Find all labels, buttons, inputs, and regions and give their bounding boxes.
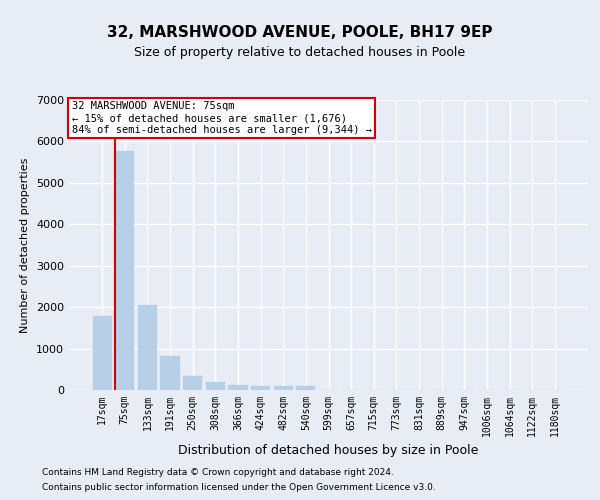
Bar [115, 150, 134, 390]
Bar [206, 382, 225, 390]
Bar [229, 385, 248, 390]
Bar [92, 316, 112, 390]
Bar [138, 304, 157, 390]
Text: Contains public sector information licensed under the Open Government Licence v3: Contains public sector information licen… [42, 483, 436, 492]
X-axis label: Distribution of detached houses by size in Poole: Distribution of detached houses by size … [178, 444, 479, 458]
Y-axis label: Number of detached properties: Number of detached properties [20, 158, 31, 332]
Text: Size of property relative to detached houses in Poole: Size of property relative to detached ho… [134, 46, 466, 59]
Bar [160, 356, 180, 390]
Bar [183, 376, 202, 390]
Text: 32 MARSHWOOD AVENUE: 75sqm
← 15% of detached houses are smaller (1,676)
84% of s: 32 MARSHWOOD AVENUE: 75sqm ← 15% of deta… [71, 102, 371, 134]
Text: 32, MARSHWOOD AVENUE, POOLE, BH17 9EP: 32, MARSHWOOD AVENUE, POOLE, BH17 9EP [107, 25, 493, 40]
Bar [274, 386, 293, 390]
Bar [296, 386, 316, 390]
Text: Contains HM Land Registry data © Crown copyright and database right 2024.: Contains HM Land Registry data © Crown c… [42, 468, 394, 477]
Bar [251, 386, 270, 390]
